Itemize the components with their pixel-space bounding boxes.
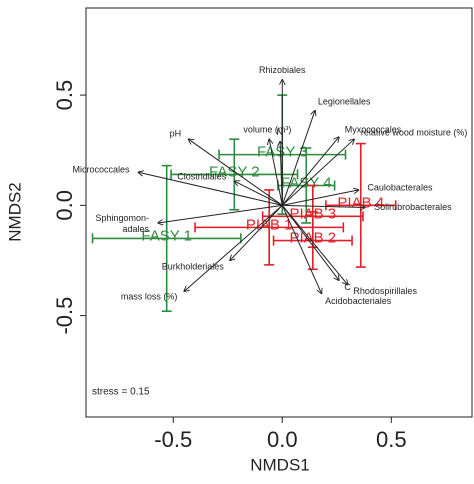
x-tick-label: 0.5: [376, 427, 407, 452]
vector-label: Myxococcales: [345, 124, 402, 134]
group-label: PIAB 3: [289, 205, 336, 222]
vector-label: Rhizobiales: [259, 65, 306, 75]
y-axis-label: NMDS2: [5, 182, 24, 242]
vector-label: N: [277, 127, 284, 137]
vector-label: Acidobacteriales: [325, 296, 392, 306]
vector-arrow: [158, 204, 283, 223]
y-tick-label: 0.5: [52, 80, 77, 111]
vector-label: mass loss (%): [121, 292, 178, 302]
vector-arrow: [281, 205, 347, 284]
vector-label: pH: [170, 128, 182, 138]
group-label: FASY 1: [141, 227, 192, 244]
x-axis-label: NMDS1: [250, 455, 310, 474]
vector-arrow: [188, 139, 283, 206]
y-tick-label: 0.0: [52, 190, 77, 221]
vector-arrow: [269, 139, 283, 206]
vector-arrow: [281, 111, 315, 206]
vector-label: volume (m³): [243, 125, 291, 135]
x-tick-label: -0.5: [154, 427, 192, 452]
vector-arrow: [230, 204, 283, 260]
vector-arrow: [282, 205, 365, 207]
vector-arrow: [281, 137, 339, 206]
x-tick-label: 0.0: [267, 427, 298, 452]
vector-label: Clostridiales: [177, 171, 227, 181]
vector-label: Solirubrobacterales: [374, 202, 452, 212]
vector-arrow: [281, 139, 354, 206]
vector-label: C: [344, 282, 351, 292]
vector-arrow: [234, 181, 283, 206]
vector-label: Sphingomon-: [96, 213, 150, 223]
vector-arrow: [138, 172, 283, 206]
y-tick-label: -0.5: [52, 297, 77, 335]
plot-frame: [85, 7, 473, 418]
vector-arrow: [281, 205, 321, 293]
vector-arrow: [280, 141, 282, 206]
group-label: PIAB 1: [246, 216, 293, 233]
vector-arrow: [281, 205, 339, 280]
vector-arrow: [184, 204, 283, 291]
vector-label: relative wood moisture (%): [361, 127, 468, 137]
vector-label: Legionellales: [318, 96, 371, 106]
vector-label: Burkholderiales: [162, 261, 225, 271]
vector-label: Caulobacterales: [367, 182, 433, 192]
stress-annotation: stress = 0.15: [92, 387, 150, 398]
vector-label: adales: [123, 224, 150, 234]
vector-label: Micrococcales: [73, 165, 131, 175]
vector-label: Rhodospirillales: [353, 286, 417, 296]
vector-arrow: [282, 190, 358, 206]
